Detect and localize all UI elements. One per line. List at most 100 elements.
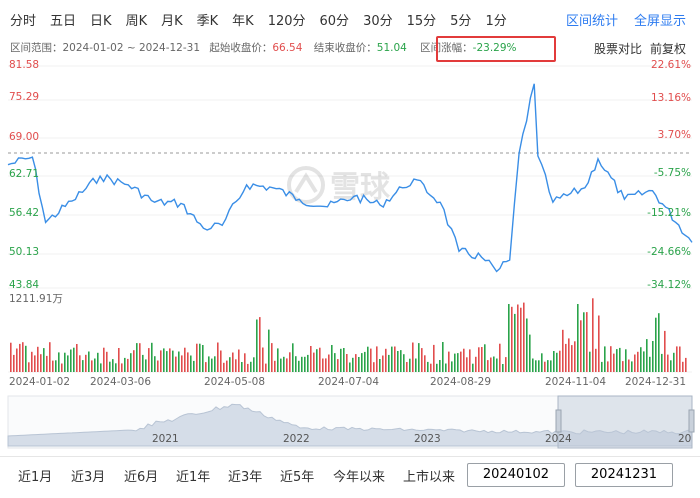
overview-year-2023: 2023 — [414, 433, 441, 445]
volume-bar — [247, 363, 249, 372]
volume-bar — [235, 359, 237, 372]
timeframe-tab-1[interactable]: 五日 — [50, 14, 77, 29]
volume-bar — [190, 355, 192, 372]
range-since-listing[interactable]: 上市以来 — [403, 470, 456, 485]
volume-bar — [571, 345, 573, 372]
volume-bar — [49, 342, 51, 372]
volume-bar — [94, 358, 96, 372]
volume-bar — [448, 351, 450, 372]
volume-bar — [124, 357, 126, 372]
change-value: -23.29% — [472, 42, 517, 54]
timeframe-tab-5[interactable]: 季K — [196, 14, 219, 29]
pct-tick-1: 22.61% — [650, 59, 691, 71]
adjust-select[interactable]: 前复权 — [649, 42, 686, 56]
volume-bar — [199, 343, 201, 372]
volume-bar — [40, 354, 42, 372]
range-3y[interactable]: 近3年 — [228, 470, 263, 485]
volume-bar — [550, 360, 552, 372]
overview-year-2024: 2024 — [545, 433, 572, 445]
volume-bar — [478, 347, 480, 372]
pct-tick-7: -34.12% — [647, 279, 691, 291]
volume-bar — [295, 356, 297, 372]
range-3m[interactable]: 近3月 — [71, 470, 106, 485]
pct-tick-6: -24.66% — [647, 246, 691, 258]
timeframe-tab-10[interactable]: 15分 — [406, 14, 437, 29]
volume-bar — [667, 354, 669, 372]
timeframe-tab-3[interactable]: 周K — [125, 14, 148, 29]
range-ytd[interactable]: 今年以来 — [333, 470, 386, 485]
price-tick-4: 62.71 — [9, 168, 40, 180]
volume-bar — [82, 360, 84, 372]
volume-bar — [70, 349, 72, 372]
volume-max-label: 1211.91万 — [9, 293, 63, 305]
volume-bar — [604, 346, 606, 372]
volume-bar — [46, 355, 48, 372]
volume-bar — [79, 355, 81, 372]
volume-bar — [652, 341, 654, 372]
volume-bar — [169, 348, 171, 372]
volume-bar — [595, 348, 597, 372]
volume-bar — [16, 348, 18, 372]
volume-bar — [661, 353, 663, 372]
date-label-5: 2024-08-29 — [430, 376, 492, 388]
volume-bar — [454, 353, 456, 372]
volume-bar — [601, 361, 603, 372]
volume-bar — [583, 312, 585, 372]
volume-bar — [313, 352, 315, 372]
change-label: 区间涨幅： — [420, 42, 473, 54]
timeframe-tab-9[interactable]: 30分 — [363, 14, 393, 29]
range-6m[interactable]: 近6月 — [124, 470, 159, 485]
volume-bar — [514, 313, 516, 372]
timeframe-tab-11[interactable]: 5分 — [450, 14, 472, 29]
volume-bar — [640, 347, 642, 372]
stock-compare-button[interactable]: 股票对比 — [593, 42, 642, 56]
timeframe-tab-2[interactable]: 日K — [90, 14, 112, 29]
volume-bar — [61, 363, 63, 372]
timeframe-tab-12[interactable]: 1分 — [485, 14, 507, 29]
range-value: 2024-01-02 ~ 2024-12-31 — [62, 42, 201, 54]
volume-bar — [466, 357, 468, 372]
volume-bar — [364, 351, 366, 372]
volume-bar — [619, 347, 621, 372]
volume-bar — [676, 346, 678, 372]
volume-bar — [370, 348, 372, 372]
end-date-input[interactable]: 20241231 — [575, 463, 673, 487]
volume-bar — [637, 351, 639, 372]
volume-bar — [400, 350, 402, 372]
start-date-input[interactable]: 20240102 — [467, 463, 565, 487]
volume-bar — [76, 344, 78, 372]
volume-bar — [481, 347, 483, 372]
volume-bar — [589, 351, 591, 372]
timeframe-tab-7[interactable]: 120分 — [267, 14, 306, 29]
volume-bar — [211, 358, 213, 372]
volume-bar — [343, 348, 345, 372]
timeframe-tab-8[interactable]: 60分 — [319, 14, 350, 29]
volume-bar — [241, 362, 243, 372]
interval-stats-link[interactable]: 区间统计 — [565, 14, 618, 29]
volume-bar — [259, 317, 261, 372]
volume-bar — [529, 334, 531, 372]
volume-bar — [421, 348, 423, 372]
volume-bar — [598, 315, 600, 372]
range-1m[interactable]: 近1月 — [18, 470, 53, 485]
volume-bar — [58, 352, 60, 372]
volume-bar — [457, 353, 459, 372]
volume-bar — [28, 362, 30, 372]
volume-bar — [505, 357, 507, 372]
range-1y[interactable]: 近1年 — [176, 470, 211, 485]
volume-bar — [217, 342, 219, 372]
volume-bar — [439, 360, 441, 372]
volume-bar — [406, 362, 408, 372]
timeframe-tab-6[interactable]: 年K — [232, 14, 254, 29]
range-5y[interactable]: 近5年 — [280, 470, 315, 485]
end-close-label: 结束收盘价： — [313, 42, 377, 54]
fullscreen-link[interactable]: 全屏显示 — [633, 14, 686, 29]
timeframe-tab-4[interactable]: 月K — [161, 14, 183, 29]
volume-bar — [151, 342, 153, 372]
volume-bar — [268, 329, 270, 372]
timeframe-tab-0[interactable]: 分时 — [10, 14, 37, 29]
volume-bar — [409, 358, 411, 372]
price-tick-6: 50.13 — [9, 246, 40, 258]
volume-bar — [280, 358, 282, 372]
